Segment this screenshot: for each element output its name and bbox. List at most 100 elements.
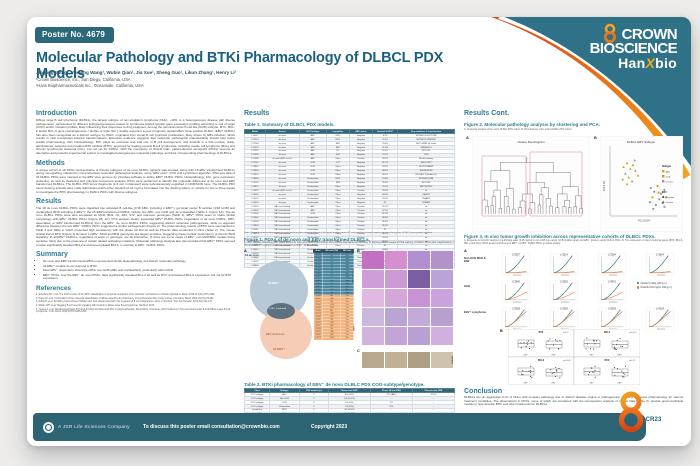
table-row: LymphGen MCD 3 3/3 (100%) — —	[243, 408, 456, 414]
footer-swirl-icon	[618, 391, 644, 433]
growth-plot-title: LY3604	[656, 255, 664, 257]
results-cont-heading: Results Cont.	[464, 110, 510, 117]
ebv-row: LY3925 1,240 Pos	[312, 297, 354, 302]
pca-point	[654, 203, 657, 207]
ihc-tile	[385, 308, 407, 326]
ihc-tile	[362, 308, 384, 326]
reference-item: 1. Swerdlow SH, et al. The 2016 revision…	[36, 294, 215, 297]
ebv-row: LY3871 0.2 Neg	[312, 285, 354, 290]
ebv-row: LY5911 974 Pos	[312, 318, 354, 323]
table-row: LY2903 de novo GCB Other Negative 88.6% EZH2/K…	[244, 168, 455, 174]
pca-point	[652, 207, 655, 210]
venn-label-overlap: 2 EBV⁺ (associated)	[269, 308, 287, 310]
cd40-ihc-row	[362, 352, 453, 368]
summary-bullet: De novo and EBV transformed DLBCLs repre…	[43, 259, 235, 264]
svg-text:Study day: Study day	[657, 274, 665, 276]
column-results: Results Table 1. Summary of DLBCL PDX mo…	[243, 110, 456, 432]
growth-plot-title: LY0257	[512, 255, 520, 257]
summary-bullet: Most EBV⁻ responders should be within no…	[43, 268, 235, 273]
table-row: LY4122 de novo Unclassified Other Negative 79…	[244, 196, 455, 202]
references-list: 1. Swerdlow SH, et al. The 2016 revision…	[36, 294, 235, 314]
legend-marker-icon	[637, 286, 640, 289]
venn-overlap	[267, 303, 295, 319]
figure3-panel-a-label: A	[464, 249, 467, 253]
results-left-text: The 18 de novo DLBCL PDXs were classifie…	[36, 206, 235, 247]
pca-xlabel: PC1 26.5%	[638, 221, 650, 223]
svg-text:EBV⁺: EBV⁺	[618, 382, 623, 385]
svg-text:Study day: Study day	[513, 301, 521, 303]
summary-bullet: EBV⁺ PDXs, over the EBV⁻ de novo PDXs, h…	[43, 273, 235, 282]
venn-label-de-novo: 18 de novo	[245, 254, 260, 257]
ihc-tile	[408, 251, 430, 269]
pca-point	[621, 177, 625, 181]
svg-text:Unclass: Unclass	[666, 181, 675, 183]
svg-text:EBV⁻: EBV⁻	[524, 354, 529, 357]
legend-marker-icon	[637, 282, 640, 285]
svg-text:Study day: Study day	[561, 301, 569, 303]
cd40-tile	[408, 352, 430, 368]
svg-text:Study day: Study day	[609, 274, 617, 276]
ebv-row: LY6137 1,087 Pos	[312, 324, 354, 329]
svg-text:EBV⁻: EBV⁻	[590, 382, 595, 385]
pca-point	[653, 190, 656, 193]
ebv-row: LY2840 0.0 Neg	[312, 273, 354, 278]
logo-crown: CROWN	[621, 26, 678, 43]
legend-item: Vehicle 5 ml/kg, QD (p.o.)	[637, 282, 672, 286]
pca-point	[625, 161, 629, 165]
ebv-row: LY2214 0.0 Neg	[312, 255, 354, 260]
ebv-row: LY2638 842 Pos	[312, 294, 354, 299]
ebv-row: LY2456 0.2 Neg	[312, 267, 354, 272]
pca-point	[622, 165, 625, 168]
pca-point	[648, 201, 652, 204]
growth-grid: A Non-GCB MCD & BN2 GCB EBV⁺ Lymphoma Ve…	[464, 249, 683, 331]
ebv-row: LY5642 887 Pos	[312, 309, 354, 314]
svg-text:Study day: Study day	[513, 274, 521, 276]
table-row: LY2214 de novo ABC MCD Negative 11.5% MYD88/CD…	[244, 137, 455, 143]
table-row: LY2840 de novo GCB Other Negative 94.2% BCL2/C…	[244, 164, 455, 170]
boxplot-gene-title: BCL6	[538, 360, 545, 362]
references-heading: References	[36, 285, 72, 293]
authors: Jingjing Wang¹, Yueying Wang¹, Wubin Qia…	[36, 70, 237, 75]
cd40-tile	[385, 352, 407, 368]
results-heading: Results	[244, 110, 270, 117]
boxplot-gene-title: MYC	[604, 360, 609, 362]
ebv-row: LY2903 0.1 Neg	[312, 276, 354, 281]
ihc-tile	[431, 251, 453, 269]
pca-point	[658, 198, 661, 201]
svg-text:EBV: EBV	[662, 192, 667, 194]
ebv-row: LY2345 0.0 Neg	[312, 264, 354, 269]
pca-point	[659, 192, 663, 195]
poster-number-badge: Poster No. 4679	[35, 27, 115, 43]
pca-title: DLBCL EBV Subtype	[627, 140, 656, 144]
figure1-panel-a-label: A	[244, 249, 247, 253]
ihc-grid	[362, 251, 453, 345]
pca-point	[665, 196, 668, 199]
growth-plot: LY2214 Study day	[542, 252, 586, 281]
logo-bioscience: BIOSCIENCE	[589, 40, 678, 57]
ihc-tile	[362, 289, 384, 307]
ihc-tile	[362, 327, 384, 345]
summary-heading: Summary	[36, 251, 68, 259]
figure2-panel-a-label: A	[466, 136, 469, 140]
svg-text:GCB: GCB	[666, 176, 671, 178]
boxplot-gene-title: BTK	[539, 332, 544, 334]
growth-plot-title: LY2903	[560, 282, 568, 284]
ihc-row-group2-label: EBV⁺	[353, 325, 356, 331]
pca-ylabel: PC2 4.3%	[604, 181, 606, 191]
ihc-tile	[362, 270, 384, 288]
ebv-row: LY3415 0.0 Neg	[312, 279, 354, 284]
svg-text:ABC: ABC	[666, 170, 671, 173]
ihc-tile	[431, 327, 453, 345]
crown-swirl-icon	[604, 23, 616, 43]
col-header: COO Subtype	[298, 128, 327, 135]
svg-text:Study day: Study day	[609, 301, 617, 303]
reference-item: 4. Wilson WH, et al. Targeting B cell re…	[36, 304, 155, 307]
growth-plot-title: LY6024	[656, 309, 664, 311]
jsr-logo-icon	[43, 421, 54, 433]
table-row: LY2456 de novo ABC A53 Negative 72.1% TP53	[244, 153, 455, 158]
ihc-tile	[385, 270, 407, 288]
pca-point	[663, 188, 666, 191]
footer-contact-email[interactable]: To discuss this poster email consultatio…	[143, 424, 280, 430]
ebv-row: LY6467 1,042 Pos	[312, 333, 354, 338]
